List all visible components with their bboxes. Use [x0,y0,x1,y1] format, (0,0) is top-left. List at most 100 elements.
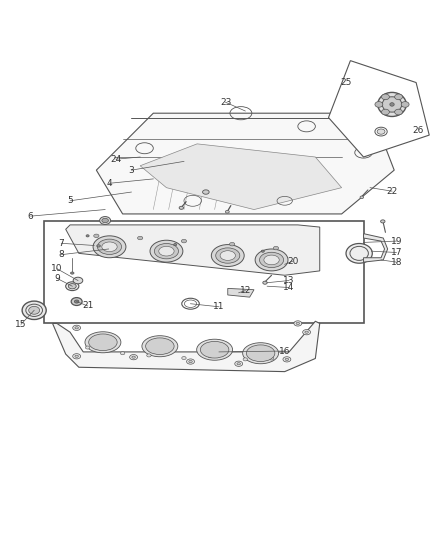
Ellipse shape [102,219,108,223]
Ellipse shape [273,246,279,250]
Ellipse shape [142,336,178,357]
Ellipse shape [235,361,243,366]
Ellipse shape [182,357,186,360]
Ellipse shape [395,109,403,115]
Ellipse shape [130,354,138,360]
Text: 3: 3 [128,166,134,175]
Text: 17: 17 [391,248,402,257]
Ellipse shape [382,97,402,112]
Ellipse shape [395,94,403,100]
Ellipse shape [381,94,389,100]
Ellipse shape [202,190,209,194]
Text: 23: 23 [220,98,231,107]
Ellipse shape [346,244,372,263]
Ellipse shape [75,327,78,329]
Ellipse shape [259,252,284,268]
Ellipse shape [246,345,275,361]
Ellipse shape [255,249,288,271]
Text: 22: 22 [386,187,398,196]
Ellipse shape [73,354,81,359]
Ellipse shape [93,236,126,258]
Ellipse shape [378,92,406,117]
Ellipse shape [97,239,121,254]
Polygon shape [328,61,429,157]
Text: 15: 15 [15,320,27,329]
Ellipse shape [381,109,389,115]
Ellipse shape [285,358,289,360]
Ellipse shape [283,357,291,362]
Ellipse shape [390,103,394,106]
Ellipse shape [303,329,311,335]
Ellipse shape [375,102,383,107]
Ellipse shape [230,243,235,246]
Ellipse shape [377,129,385,134]
Ellipse shape [264,255,279,265]
Text: 10: 10 [51,264,63,273]
Polygon shape [53,321,320,372]
Text: 24: 24 [110,155,122,164]
Text: 26: 26 [413,126,424,135]
Text: 13: 13 [283,276,295,285]
Ellipse shape [237,362,240,365]
Polygon shape [228,288,254,297]
Ellipse shape [200,342,229,358]
Polygon shape [140,144,342,209]
Ellipse shape [73,325,81,330]
Ellipse shape [147,354,151,357]
Text: 8: 8 [58,250,64,259]
Polygon shape [66,225,320,275]
Text: 19: 19 [391,237,402,246]
Ellipse shape [73,277,83,284]
Text: 6: 6 [28,212,34,221]
Ellipse shape [66,282,79,290]
Ellipse shape [261,250,265,252]
Ellipse shape [94,234,99,238]
Ellipse shape [216,248,240,263]
Ellipse shape [68,284,76,289]
Text: 18: 18 [391,257,402,266]
Ellipse shape [208,355,212,358]
Ellipse shape [154,244,178,259]
Ellipse shape [85,332,121,353]
Text: 21: 21 [82,302,93,310]
Ellipse shape [187,359,194,364]
Ellipse shape [88,334,117,351]
Text: 12: 12 [240,286,251,295]
Text: 4: 4 [107,179,112,188]
Ellipse shape [381,220,385,223]
Ellipse shape [74,300,79,303]
Ellipse shape [211,245,244,266]
Text: 11: 11 [213,302,225,311]
Ellipse shape [97,245,100,247]
Ellipse shape [179,206,184,209]
Bar [44,221,364,324]
Ellipse shape [159,246,174,256]
Ellipse shape [120,352,125,355]
Polygon shape [96,113,394,214]
Ellipse shape [132,356,135,358]
Ellipse shape [181,239,187,243]
Ellipse shape [401,102,409,107]
Text: 16: 16 [279,346,290,356]
Text: 7: 7 [58,239,64,248]
Ellipse shape [71,272,74,274]
Text: 9: 9 [54,274,60,283]
Ellipse shape [71,297,82,305]
Ellipse shape [225,211,230,213]
Ellipse shape [189,360,192,362]
Ellipse shape [220,251,236,260]
Ellipse shape [305,331,308,333]
Ellipse shape [102,242,117,252]
Ellipse shape [263,281,267,284]
Text: 25: 25 [340,78,352,87]
Ellipse shape [29,306,40,314]
Ellipse shape [150,240,183,262]
Ellipse shape [243,343,279,364]
Ellipse shape [360,196,364,199]
Polygon shape [364,233,388,262]
Ellipse shape [85,346,90,349]
Ellipse shape [86,235,89,237]
Ellipse shape [243,358,247,361]
Ellipse shape [145,338,174,354]
Ellipse shape [138,236,143,240]
